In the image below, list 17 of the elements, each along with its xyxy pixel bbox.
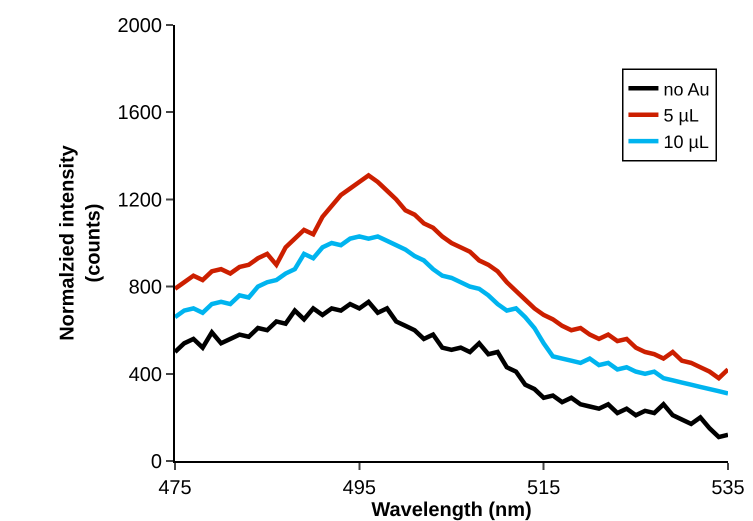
x-tick-label: 495 bbox=[342, 477, 376, 499]
legend-label: 5 µL bbox=[663, 106, 699, 126]
line-series bbox=[175, 234, 728, 396]
y-tick-label: 2000 bbox=[118, 15, 162, 37]
line-series bbox=[175, 173, 728, 380]
y-tick-label: 0 bbox=[150, 451, 162, 473]
y-tick-label: 1600 bbox=[118, 102, 162, 124]
y-tick-label: 400 bbox=[128, 364, 162, 386]
legend-label: 10 µL bbox=[663, 132, 709, 152]
x-axis-title: Wavelength (nm) bbox=[371, 499, 532, 521]
y-axis-title: Normalzied intensity (counts) bbox=[56, 144, 104, 341]
x-tick-label: 535 bbox=[711, 477, 745, 499]
y-tick-label: 1200 bbox=[118, 189, 162, 212]
x-tick-label: 475 bbox=[158, 477, 192, 499]
y-tick-label: 800 bbox=[128, 276, 162, 299]
x-tick-label: 515 bbox=[526, 477, 560, 499]
legend-label: no Au bbox=[663, 79, 710, 100]
